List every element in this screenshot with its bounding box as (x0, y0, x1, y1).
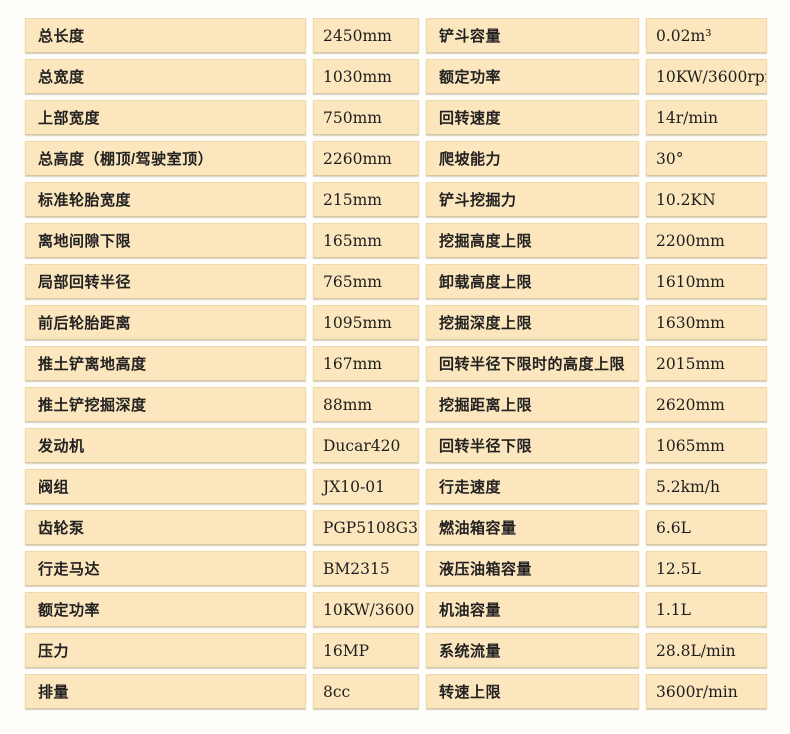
spec-label-cell-right: 额定功率 (426, 59, 639, 94)
spec-label-cell-left: 额定功率 (25, 592, 306, 627)
spec-label-cell-right: 挖掘深度上限 (426, 305, 639, 340)
spec-value-cell-right: 5.2km/h (646, 469, 767, 504)
spec-value-cell-left: 1095mm (313, 305, 419, 340)
spec-value-cell-left: 88mm (313, 387, 419, 422)
spec-value-cell-left: Ducar420 (313, 428, 419, 463)
spec-label-cell-left: 阀组 (25, 469, 306, 504)
spec-label-cell-left: 上部宽度 (25, 100, 306, 135)
spec-value-cell-left: BM2315 (313, 551, 419, 586)
spec-value-cell-right: 1610mm (646, 264, 767, 299)
spec-value-cell-left: 165mm (313, 223, 419, 258)
spec-label-cell-right: 燃油箱容量 (426, 510, 639, 545)
spec-label-cell-right: 卸载高度上限 (426, 264, 639, 299)
spec-label-cell-right: 挖掘高度上限 (426, 223, 639, 258)
spec-value-cell-left: 16MP (313, 633, 419, 668)
spec-value-cell-right: 28.8L/min (646, 633, 767, 668)
spec-value-cell-right: 3600r/min (646, 674, 767, 709)
spec-value-cell-left: PGP5108G3LP (313, 510, 419, 545)
spec-label-cell-left: 总高度（棚顶/驾驶室顶） (25, 141, 306, 176)
spec-value-cell-right: 1.1L (646, 592, 767, 627)
spec-value-cell-right: 10KW/3600rpm (646, 59, 767, 94)
spec-value-cell-right: 1630mm (646, 305, 767, 340)
spec-value-cell-left: 750mm (313, 100, 419, 135)
spec-label-cell-right: 转速上限 (426, 674, 639, 709)
spec-value-cell-left: 8cc (313, 674, 419, 709)
spec-label-cell-left: 标准轮胎宽度 (25, 182, 306, 217)
spec-label-cell-left: 离地间隙下限 (25, 223, 306, 258)
spec-label-cell-left: 齿轮泵 (25, 510, 306, 545)
spec-label-cell-left: 排量 (25, 674, 306, 709)
spec-label-cell-right: 铲斗挖掘力 (426, 182, 639, 217)
spec-value-cell-right: 30° (646, 141, 767, 176)
spec-label-cell-left: 局部回转半径 (25, 264, 306, 299)
spec-value-cell-right: 12.5L (646, 551, 767, 586)
spec-label-cell-left: 行走马达 (25, 551, 306, 586)
spec-value-cell-right: 1065mm (646, 428, 767, 463)
spec-label-cell-right: 机油容量 (426, 592, 639, 627)
spec-table: 总长度 2450mm 铲斗容量 0.02m³ 总宽度 1030mm 额定功率 10KW/360… (25, 18, 767, 709)
spec-label-cell-left: 发动机 (25, 428, 306, 463)
spec-label-cell-right: 挖掘距离上限 (426, 387, 639, 422)
spec-label-cell-right: 系统流量 (426, 633, 639, 668)
spec-label-cell-right: 液压油箱容量 (426, 551, 639, 586)
spec-value-cell-right: 2200mm (646, 223, 767, 258)
spec-value-cell-right: 6.6L (646, 510, 767, 545)
spec-value-cell-left: 2450mm (313, 18, 419, 53)
spec-value-cell-right: 2015mm (646, 346, 767, 381)
spec-label-cell-left: 总长度 (25, 18, 306, 53)
spec-label-cell-right: 回转半径下限 (426, 428, 639, 463)
spec-label-cell-left: 压力 (25, 633, 306, 668)
spec-value-cell-left: 2260mm (313, 141, 419, 176)
spec-label-cell-right: 行走速度 (426, 469, 639, 504)
spec-value-cell-left: 1030mm (313, 59, 419, 94)
spec-value-cell-left: JX10-01 (313, 469, 419, 504)
spec-value-cell-right: 14r/min (646, 100, 767, 135)
spec-label-cell-right: 回转半径下限时的高度上限 (426, 346, 639, 381)
spec-label-cell-left: 推土铲离地高度 (25, 346, 306, 381)
spec-label-cell-right: 铲斗容量 (426, 18, 639, 53)
spec-value-cell-left: 765mm (313, 264, 419, 299)
spec-value-cell-left: 167mm (313, 346, 419, 381)
spec-label-cell-right: 爬坡能力 (426, 141, 639, 176)
spec-value-cell-left: 10KW/3600 (313, 592, 419, 627)
spec-value-cell-right: 10.2KN (646, 182, 767, 217)
spec-value-cell-right: 2620mm (646, 387, 767, 422)
spec-label-cell-left: 推土铲挖掘深度 (25, 387, 306, 422)
spec-value-cell-right: 0.02m³ (646, 18, 767, 53)
spec-value-cell-left: 215mm (313, 182, 419, 217)
spec-label-cell-right: 回转速度 (426, 100, 639, 135)
spec-label-cell-left: 总宽度 (25, 59, 306, 94)
spec-label-cell-left: 前后轮胎距离 (25, 305, 306, 340)
